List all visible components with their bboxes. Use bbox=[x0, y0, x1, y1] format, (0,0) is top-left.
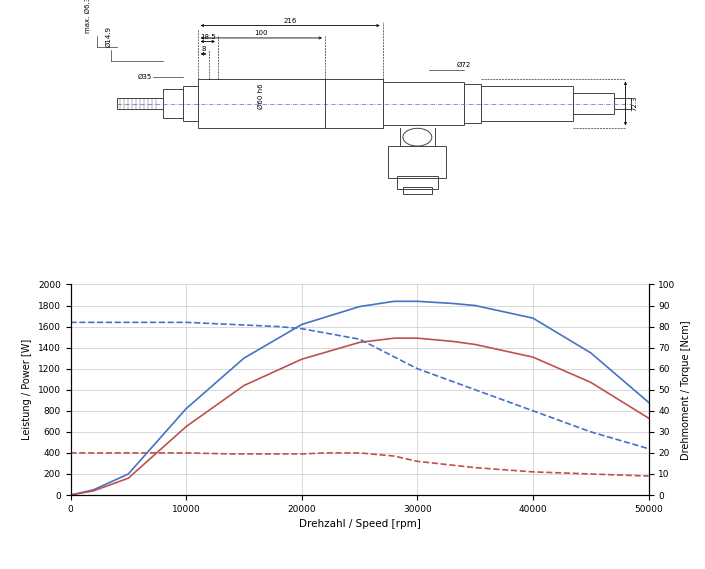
X-axis label: Drehzahl / Speed [rpm]: Drehzahl / Speed [rpm] bbox=[299, 519, 420, 529]
Text: 216: 216 bbox=[283, 18, 297, 24]
Bar bbox=[573, 93, 614, 114]
Text: Ø60 h6: Ø60 h6 bbox=[258, 84, 264, 109]
Y-axis label: Drehmoment / Torque [Ncm]: Drehmoment / Torque [Ncm] bbox=[681, 320, 691, 460]
Bar bbox=[481, 86, 573, 121]
Text: Ø14.9: Ø14.9 bbox=[105, 26, 111, 47]
Text: 18.5: 18.5 bbox=[200, 34, 216, 40]
Text: 100: 100 bbox=[255, 30, 268, 36]
Text: 8: 8 bbox=[201, 46, 206, 52]
Bar bbox=[397, 176, 438, 188]
Text: Ø72: Ø72 bbox=[456, 62, 471, 68]
Text: max. Ø6.35: max. Ø6.35 bbox=[85, 0, 91, 32]
Text: 72.3: 72.3 bbox=[631, 96, 637, 112]
Bar bbox=[388, 146, 446, 178]
Bar bbox=[163, 89, 183, 118]
Bar bbox=[117, 98, 163, 109]
Bar bbox=[403, 187, 431, 194]
Bar bbox=[183, 86, 197, 121]
Bar bbox=[383, 83, 464, 125]
Text: Ø35: Ø35 bbox=[137, 74, 152, 80]
Y-axis label: Leistung / Power [W]: Leistung / Power [W] bbox=[23, 339, 32, 440]
Bar bbox=[614, 98, 631, 109]
Bar bbox=[197, 79, 383, 128]
Bar bbox=[464, 84, 481, 123]
